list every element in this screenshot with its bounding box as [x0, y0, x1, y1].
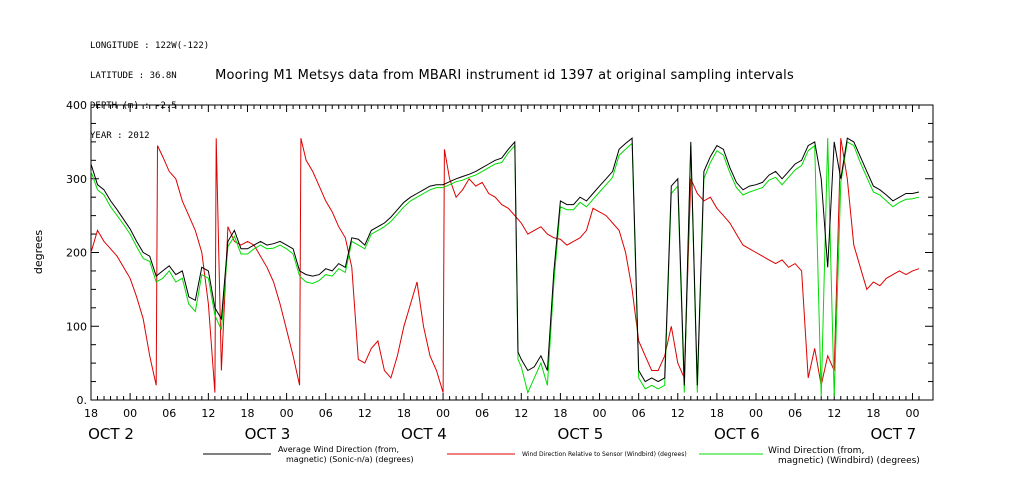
legend: Average Wind Direction (from, magnetic) … [203, 445, 920, 466]
x-tick-label: 00 [905, 407, 919, 420]
x-day-label: OCT 6 [714, 425, 760, 443]
x-tick-label: 18 [710, 407, 724, 420]
x-tick-label: 18 [866, 407, 880, 420]
x-tick-label: 18 [84, 407, 98, 420]
x-tick-label: 12 [671, 407, 685, 420]
x-day-label: OCT 2 [88, 425, 134, 443]
x-tick-label: 00 [593, 407, 607, 420]
x-tick-label: 12 [514, 407, 528, 420]
y-tick-label: 100 [66, 320, 87, 333]
x-tick-label: 12 [358, 407, 372, 420]
legend-label-average-wind-direction-line2: magnetic) (Sonic-n/a) (degrees) [286, 455, 414, 464]
series-line-1 [91, 138, 919, 392]
y-tick-label: 200 [66, 247, 87, 260]
x-day-label: OCT 7 [870, 425, 916, 443]
series-layer [91, 138, 919, 396]
x-tick-label: 06 [319, 407, 333, 420]
x-tick-label: 06 [788, 407, 802, 420]
x-tick-label: 18 [240, 407, 254, 420]
legend-label-wind-direction-relative: Wind Direction Relative to Sensor (Windb… [522, 451, 687, 458]
x-day-label: OCT 4 [401, 425, 447, 443]
y-tick-label: 0. [77, 394, 88, 407]
x-tick-label: 06 [632, 407, 646, 420]
x-tick-label: 12 [201, 407, 215, 420]
legend-label-wind-direction-windbird-line1: Wind Direction (from, [768, 446, 864, 456]
y-tick-label: 400 [66, 99, 87, 112]
x-tick-label: 12 [827, 407, 841, 420]
legend-label-average-wind-direction-line1: Average Wind Direction (from, [278, 445, 399, 454]
x-tick-label: 00 [749, 407, 763, 420]
y-tick-label: 300 [66, 173, 87, 186]
legend-label-wind-direction-windbird-line2: magnetic) (Windbird) (degrees) [778, 456, 920, 466]
x-tick-label: 06 [162, 407, 176, 420]
x-tick-label: 00 [280, 407, 294, 420]
x-day-label: OCT 3 [245, 425, 291, 443]
x-day-label: OCT 5 [558, 425, 604, 443]
y-axis-label: degrees [32, 230, 45, 275]
y-axis: 0. 100 200 300 400 [66, 99, 933, 407]
x-tick-label: 18 [553, 407, 567, 420]
x-tick-label: 00 [436, 407, 450, 420]
x-tick-label: 18 [397, 407, 411, 420]
x-tick-label: 00 [123, 407, 137, 420]
x-tick-label: 06 [475, 407, 489, 420]
